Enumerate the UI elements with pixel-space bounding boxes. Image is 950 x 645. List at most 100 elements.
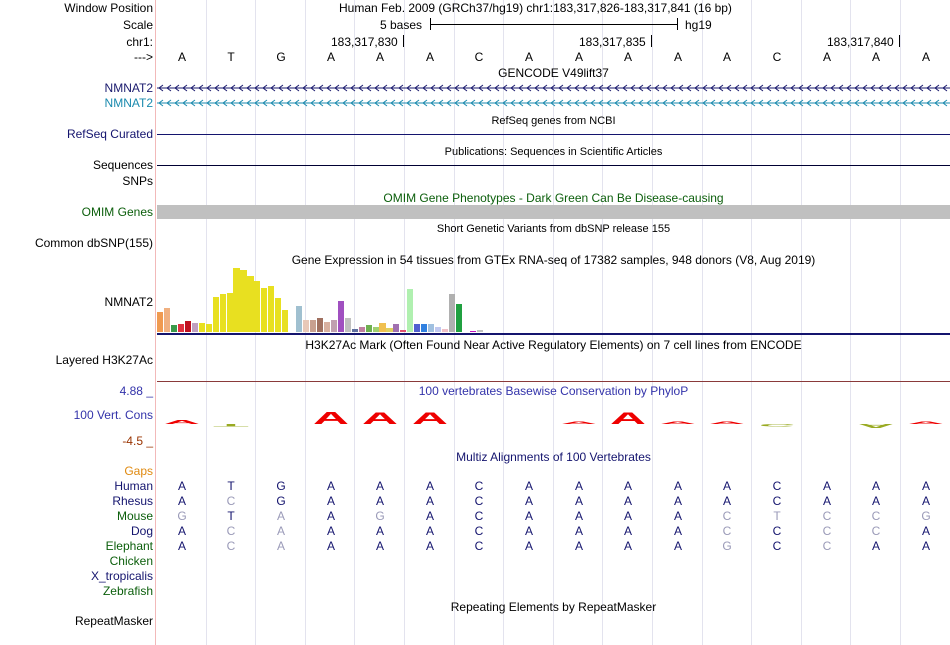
strand-chevron [158,99,164,107]
gtex-tissue-bar[interactable] [219,294,226,332]
refseq-label[interactable]: RefSeq Curated [66,127,153,141]
dbsnp-label[interactable]: Common dbSNP(155) [34,236,153,250]
omim-gene-bar[interactable] [157,205,950,219]
multiz-base: C [772,494,782,508]
strand-chevron [190,99,196,107]
sidebar-divider [155,0,156,645]
multiz-species-label[interactable]: Rhesus [112,494,153,508]
gtex-tissue-bar[interactable] [407,289,414,332]
gtex-tissue-bar[interactable] [184,321,191,332]
multiz-base: A [177,539,186,553]
gtex-tissue-bar[interactable] [157,312,164,332]
gtex-tissue-bar[interactable] [323,322,330,332]
multiz-species-label[interactable]: Zebrafish [102,584,153,598]
strand-chevron [398,84,404,92]
repeatmasker-label[interactable]: RepeatMasker [74,614,153,628]
h3k27ac-label[interactable]: Layered H3K27Ac [55,353,153,367]
gtex-tissue-bar[interactable] [226,293,233,332]
gencode-transcript-1[interactable] [157,82,950,94]
gtex-tissue-bar[interactable] [344,318,351,332]
publications-label[interactable]: Sequences [92,158,153,172]
refseq-gene-line[interactable] [157,134,950,135]
multiz-species-label[interactable]: Human [114,479,153,493]
gtex-tissue-bar[interactable] [212,297,219,332]
gtex-tissue-bar[interactable] [455,304,463,332]
gtex-tissue-bar[interactable] [365,325,372,332]
strand-chevron [654,99,660,107]
strand-chevron [286,99,292,107]
multiz-species-label[interactable]: Dog [130,524,153,538]
strand-chevron [526,99,532,107]
gtex-tissue-bar[interactable] [351,329,358,332]
strand-chevron [878,84,884,92]
strand-chevron [638,99,644,107]
gtex-tissue-bar[interactable] [330,320,337,332]
h3k27ac-baseline [157,381,950,382]
strand-chevron [670,84,676,92]
multiz-species-label[interactable]: Elephant [105,539,153,553]
gtex-tissue-bar[interactable] [233,268,240,332]
gtex-tissue-bar[interactable] [393,324,400,332]
strand-chevron [870,84,876,92]
gtex-tissue-bar[interactable] [358,327,365,332]
gtex-tissue-bar[interactable] [414,324,421,332]
gtex-tissue-bar[interactable] [303,320,310,332]
gtex-tissue-bar[interactable] [198,323,205,332]
multiz-species-label[interactable]: Chicken [109,554,153,568]
strand-chevron [326,99,332,107]
gtex-label[interactable]: NMNAT2 [104,295,153,309]
gtex-tissue-bar[interactable] [337,301,344,332]
strand-chevron [654,84,660,92]
gtex-tissue-bar[interactable] [476,330,483,332]
multiz-species-label[interactable]: X_tropicalis [90,569,153,583]
gtex-tissue-bar[interactable] [261,288,268,332]
gtex-tissue-bar[interactable] [316,318,324,332]
gtex-tissue-bar[interactable] [379,323,386,332]
gtex-tissue-bar[interactable] [448,294,456,332]
dna-base: C [474,50,484,64]
strand-chevron [286,84,292,92]
gencode-transcript-2[interactable] [157,97,950,109]
strand-chevron [878,99,884,107]
strand-chevron [630,99,636,107]
strand-chevron [726,84,732,92]
strand-chevron [622,99,628,107]
gencode-gene-label[interactable]: NMNAT2 [104,96,153,110]
gtex-tissue-bar[interactable] [191,323,198,332]
conservation-label[interactable]: 100 Vert. Cons [73,408,153,422]
gtex-tissue-bar[interactable] [177,324,184,332]
omim-label[interactable]: OMIM Genes [81,205,153,219]
gtex-tissue-bar[interactable] [163,308,171,332]
multiz-species-label[interactable]: Mouse [116,509,153,523]
gaps-label[interactable]: Gaps [124,464,153,478]
strand-chevron [814,84,820,92]
gtex-tissue-bar[interactable] [254,281,261,332]
gtex-tissue-bar[interactable] [421,324,428,332]
multiz-base: A [177,479,186,493]
gtex-tissue-bar[interactable] [275,298,282,332]
gtex-tissue-bar[interactable] [372,327,379,332]
gtex-tissue-bar[interactable] [296,306,303,332]
gtex-tissue-bar[interactable] [441,329,449,332]
gtex-tissue-bar[interactable] [205,324,212,332]
publications-line[interactable] [157,165,950,166]
grid-line [850,0,851,645]
gtex-tissue-bar[interactable] [428,324,435,332]
grid-line [900,0,901,645]
grid-line [801,0,802,645]
strand-chevron [542,84,548,92]
dna-base: A [177,50,186,64]
gtex-tissue-bar[interactable] [247,276,254,332]
gtex-tissue-bar[interactable] [309,320,317,332]
gtex-tissue-bar[interactable] [386,328,393,332]
gtex-tissue-bar[interactable] [282,310,289,332]
gtex-tissue-bar[interactable] [268,286,275,332]
gencode-gene-label[interactable]: NMNAT2 [104,81,153,95]
snps-label[interactable]: SNPs [122,174,153,188]
gtex-tissue-bar[interactable] [469,331,476,332]
gtex-tissue-bar[interactable] [240,270,247,332]
gtex-tissue-bar[interactable] [400,330,407,332]
gtex-tissue-bar[interactable] [170,325,178,332]
strand-chevron [886,99,892,107]
gtex-tissue-bar[interactable] [435,327,442,332]
